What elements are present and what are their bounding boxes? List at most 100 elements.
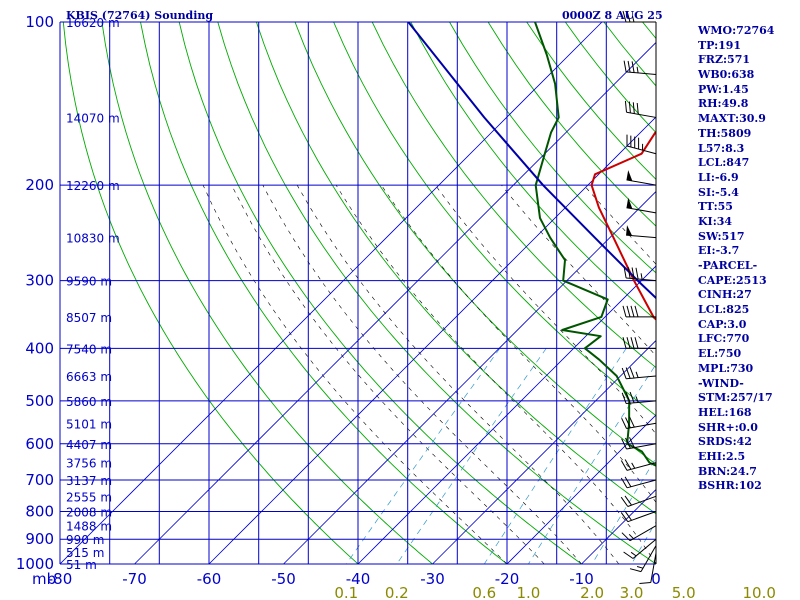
pressure-tick-label: 100 — [25, 13, 54, 31]
wind-barb — [621, 437, 657, 450]
dry-adiabat-line — [371, 22, 656, 369]
wind-barb — [623, 266, 657, 282]
index-item: MPL:730 — [698, 361, 754, 375]
temperature-tick-label: -10 — [569, 570, 594, 588]
mixing-ratio-label: 2.0 — [580, 584, 604, 600]
moist-adiabat-line — [435, 185, 656, 435]
height-label: 9590 m — [66, 275, 112, 289]
dew-point-profile-line — [534, 22, 656, 467]
dry-adiabat-line — [178, 22, 582, 564]
height-label: 3137 m — [66, 474, 112, 488]
dry-adiabat-line — [140, 22, 508, 564]
wind-barb — [620, 476, 657, 489]
index-item: TT:55 — [698, 200, 733, 214]
dry-adiabat-line — [449, 22, 656, 274]
wind-barb — [623, 60, 657, 76]
index-item: -WIND- — [698, 376, 744, 390]
isotherm-line — [283, 190, 656, 564]
wind-barb — [622, 337, 657, 349]
index-item: WMO:72764 — [698, 24, 775, 37]
moist-adiabat-line — [262, 185, 582, 564]
index-item: BRN:24.7 — [698, 464, 757, 478]
index-item: WB0:638 — [698, 68, 755, 82]
temperature-tick-label: -70 — [122, 570, 147, 588]
wind-barb — [639, 552, 657, 584]
mixing-ratio-label: 10.0 — [742, 584, 775, 600]
temperature-tick-label: 0 — [651, 570, 661, 588]
wind-barb — [623, 538, 657, 559]
mixing-ratio-label: 0.1 — [334, 584, 358, 600]
index-item: FRZ:571 — [698, 53, 751, 67]
height-label: 990 m — [66, 533, 104, 547]
height-label: 5101 m — [66, 417, 112, 431]
isotherm-line — [432, 339, 656, 564]
temperature-axis: -80 -70 -60 -50 -40 -30 -20 -10 0 — [48, 570, 661, 588]
height-label: 6663 m — [66, 370, 112, 384]
height-label: 51 m — [66, 558, 97, 572]
moist-adiabat-line — [501, 185, 656, 357]
pressure-tick-label: 900 — [25, 530, 54, 548]
height-label: 2008 m — [66, 506, 112, 520]
wind-barb — [621, 391, 657, 404]
height-label: 10830 m — [66, 232, 120, 246]
index-item: RH:49.8 — [698, 97, 749, 111]
index-item: LCL:847 — [698, 156, 750, 170]
index-item: CAPE:2513 — [698, 273, 767, 287]
wind-barb — [624, 100, 657, 118]
sounding-indices: WMO:72764 TP:191 FRZ:571 WB0:638 PW:1.45 RH:4… — [698, 24, 798, 494]
mixing-ratio-axis: 0.10.20.61.02.03.05.010.020.040.0g/kg — [334, 584, 776, 600]
pressure-tick-label: 500 — [25, 392, 54, 410]
isotherm-line — [134, 41, 656, 564]
mixing-ratio-label: 0.2 — [385, 584, 409, 600]
index-item: HEL:168 — [698, 405, 752, 419]
height-label: 515 m — [66, 546, 104, 560]
wind-barb — [629, 545, 657, 573]
isotherm-line — [208, 116, 656, 564]
mixing-ratio-label: 0.6 — [472, 584, 496, 600]
pressure-tick-label: 600 — [25, 435, 54, 453]
pressure-unit-label: mb — [32, 570, 56, 588]
index-item: L57:8.3 — [698, 141, 745, 155]
index-item: SW:517 — [698, 229, 745, 243]
index-item: BSHR:102 — [698, 479, 762, 493]
height-labels: 16620 m 14070 m 12260 m 10830 m 9590 m 8507 m… — [66, 16, 120, 572]
index-item: TP:191 — [698, 38, 742, 52]
index-item: -PARCEL- — [698, 259, 758, 272]
temperature-tick-label: -80 — [48, 570, 73, 588]
wind-barb — [621, 525, 657, 542]
height-label: 2555 m — [66, 490, 112, 504]
pressure-axis: 100 200 300 400 500 600 700 800 900 1000 — [16, 13, 54, 573]
dry-adiabat-line — [217, 22, 656, 564]
index-item: STM:257/17 — [698, 391, 773, 405]
pressure-tick-label: 800 — [25, 502, 54, 520]
chart-valid-time: 0000Z 8 AUG 25 — [562, 9, 663, 22]
sounding-series — [407, 22, 656, 467]
pressure-tick-label: 400 — [25, 339, 54, 357]
isotherm-line — [506, 414, 656, 564]
wind-barb — [620, 495, 657, 507]
wind-barb — [620, 459, 657, 471]
height-label: 7540 m — [66, 342, 112, 356]
wind-barb — [626, 197, 657, 214]
isotherm-line — [357, 265, 656, 564]
height-label: 4407 m — [66, 438, 112, 452]
dry-adiabat-line — [255, 22, 656, 515]
dry-adiabat-line — [333, 22, 656, 417]
dry-adiabat-line — [294, 22, 656, 465]
dry-adiabat-line — [410, 22, 656, 321]
grid-lines — [59, 21, 657, 565]
wind-barb — [622, 305, 657, 318]
pressure-tick-label: 1000 — [16, 555, 54, 573]
wind-barbs — [620, 10, 657, 584]
index-item: CINH:27 — [698, 288, 752, 302]
dry-adiabat-line — [62, 22, 359, 564]
pressure-tick-label: 300 — [25, 272, 54, 290]
mixing-ratio-label: 5.0 — [672, 584, 696, 600]
wind-barb — [621, 367, 657, 380]
wind-barb — [626, 134, 657, 155]
index-item: EI:-3.7 — [698, 244, 740, 258]
isotherm-line — [60, 22, 603, 564]
pressure-tick-label: 200 — [25, 176, 54, 194]
index-item: TH:5809 — [698, 126, 752, 140]
